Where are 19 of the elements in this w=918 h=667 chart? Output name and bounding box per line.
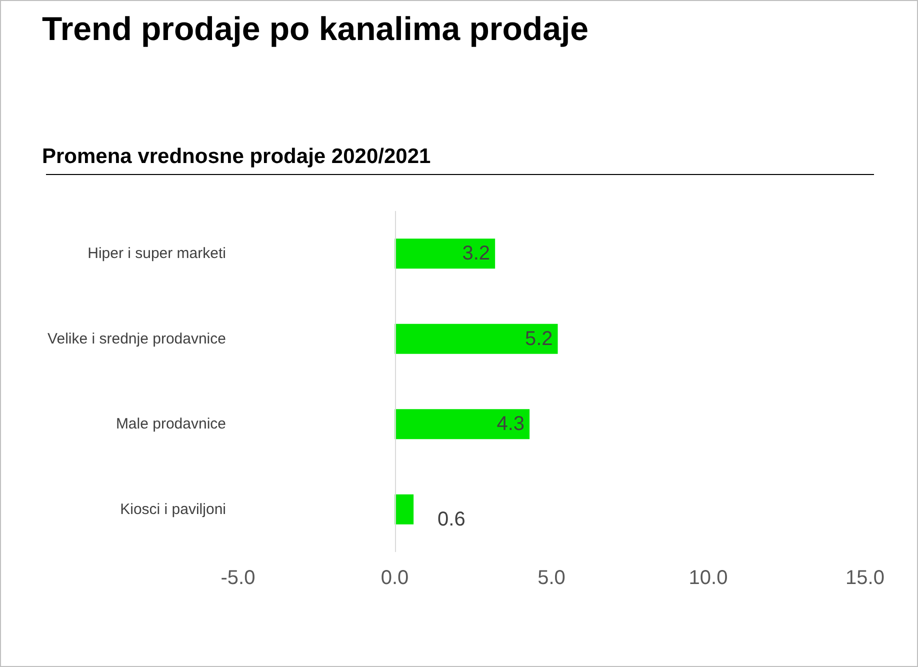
x-tick-label: 5.0 <box>538 567 566 589</box>
data-label: 5.2 <box>524 328 553 350</box>
bar <box>394 324 558 354</box>
bar <box>394 409 530 440</box>
chart-title: Trend prodaje po kanalima prodaje <box>42 10 588 47</box>
x-tick-label: 0.0 <box>380 567 409 589</box>
x-tick-label: 15.0 <box>846 567 884 589</box>
data-label: 0.6 <box>438 508 466 530</box>
bar <box>394 494 414 524</box>
y-tick-label: Hiper i super marketi <box>88 245 226 262</box>
bar <box>394 238 496 269</box>
y-tick-label: Kiosci i paviljoni <box>120 500 226 518</box>
y-tick-label: Velike i srednje prodavnice <box>48 330 226 348</box>
data-label: 4.3 <box>496 413 525 436</box>
x-tick-label: -5.0 <box>220 567 256 589</box>
chart-subtitle: Promena vrednosne prodaje 2020/2021 <box>42 145 432 168</box>
data-label: 3.2 <box>462 242 490 265</box>
x-tick-label: 10.0 <box>688 567 728 589</box>
y-tick-label: Male prodavnice <box>116 416 226 433</box>
